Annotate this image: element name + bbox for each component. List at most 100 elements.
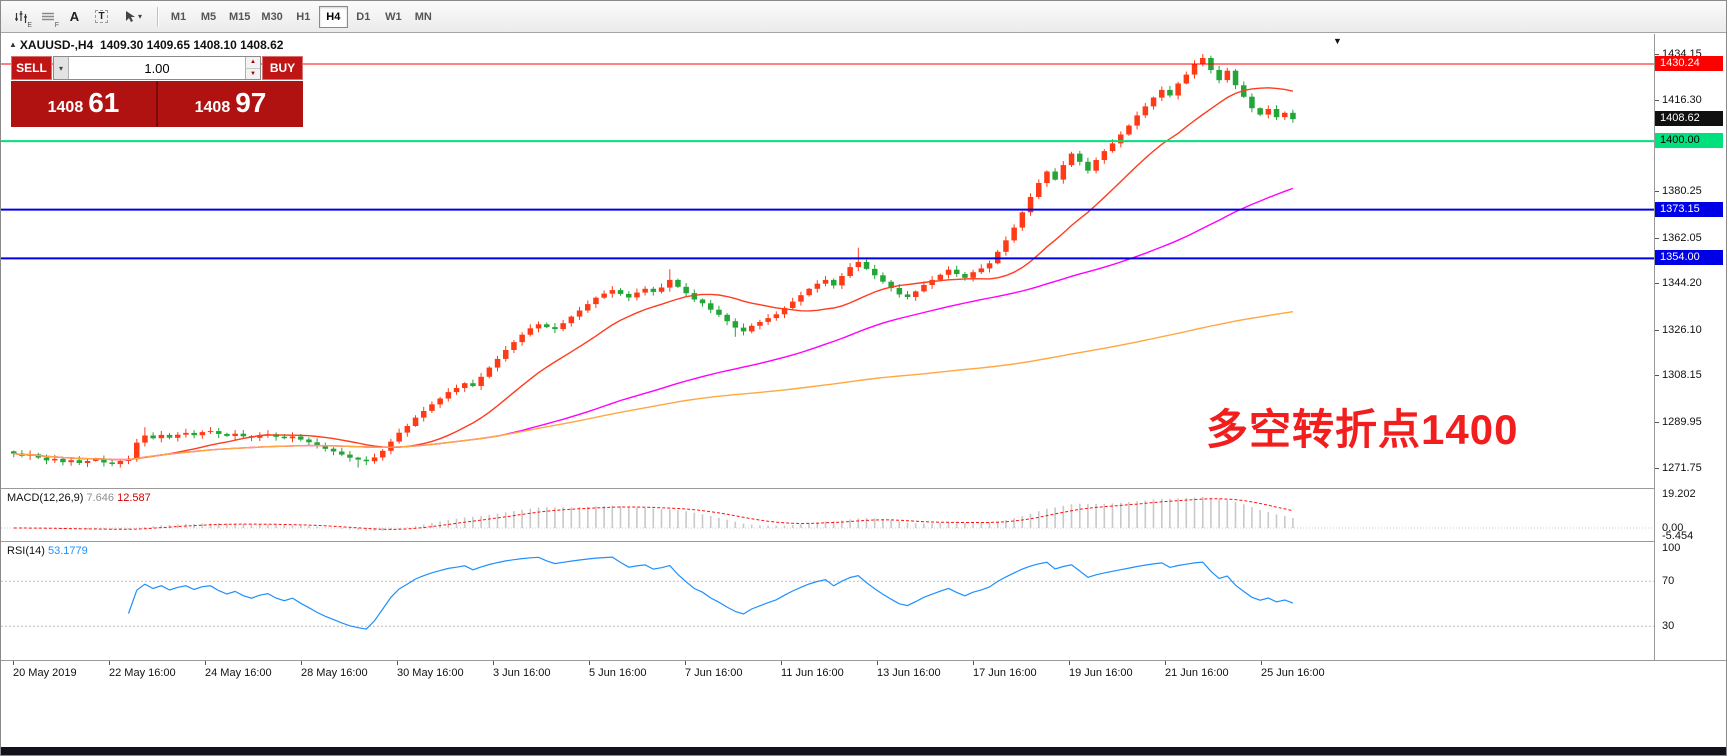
sell-button[interactable]: SELL [11, 56, 52, 80]
tick-mark [1655, 329, 1659, 331]
macd-scale-label: -5.454 [1662, 530, 1694, 542]
timeframe-button-H4[interactable]: H4 [318, 5, 348, 28]
price-scale[interactable]: 1434.15 1416.30 1380.25 1362.05 1344.20 1326.… [1654, 34, 1726, 660]
icon-subscript: E [27, 21, 32, 29]
macd-main-value: 7.646 [86, 492, 115, 504]
time-tick-mark [1069, 661, 1070, 665]
time-tick-mark [781, 661, 782, 665]
timeframe-button-M15[interactable]: M15 [229, 10, 251, 23]
tick-mark [1655, 468, 1659, 470]
chart-symbol-header: ▲ XAUUSD-,H4 1409.30 1409.65 1408.10 1408… [9, 38, 283, 52]
time-axis-label: 11 Jun 16:00 [781, 667, 844, 679]
ohlc-bars-icon [14, 10, 27, 23]
volume-up-icon[interactable]: ▲ [246, 57, 260, 68]
volume-down-icon[interactable]: ▼ [246, 67, 260, 79]
time-axis[interactable]: 20 May 2019 22 May 16:00 24 May 16:00 28 Ma… [1, 660, 1726, 685]
macd-label: MACD(12,26,9) 7.646 12.587 [7, 492, 151, 504]
timeframe-button-M30[interactable]: M30 [261, 10, 283, 23]
ohlc-bars-icon-button[interactable]: E [7, 5, 34, 29]
volume-control: ▾ ▲ ▼ [53, 56, 261, 80]
text-label-icon: A [69, 9, 80, 24]
time-axis-label: 25 Jun 16:00 [1261, 667, 1325, 679]
tick-mark [1655, 421, 1659, 423]
triangle-up-icon: ▲ [9, 40, 17, 49]
data-grid-icon [41, 12, 54, 20]
buy-price[interactable]: 1408 97 [156, 81, 303, 127]
rsi-canvas[interactable] [1, 542, 1656, 660]
price-tick-label: 1326.10 [1662, 323, 1702, 336]
timeframe-button-MN[interactable]: MN [414, 10, 432, 23]
data-grid-icon-button[interactable]: F [34, 5, 61, 29]
chart-text-annotation: 多空转折点1400 [1206, 406, 1519, 453]
timeframe-button-M5[interactable]: M5 [200, 10, 217, 23]
panel-splitter[interactable] [1, 541, 1726, 542]
timeframe-button-M1[interactable]: M1 [170, 10, 187, 23]
time-tick-mark [205, 661, 206, 665]
timeframe-button-H1[interactable]: H1 [296, 10, 311, 23]
volume-input[interactable] [69, 57, 245, 79]
buy-price-prefix: 1408 [194, 99, 231, 116]
price-tick-label: 1271.75 [1662, 462, 1702, 475]
price-tick-label: 1362.05 [1662, 231, 1702, 244]
toolbar: E F A T ▾ M1 M5 M15 M30 H1 H4 D1 W1 MN [1, 1, 1726, 33]
main-chart-panel: ▲ XAUUSD-,H4 1409.30 1409.65 1408.10 1408… [1, 34, 1656, 488]
timeframe-button-W1[interactable]: W1 [385, 10, 402, 23]
time-tick-mark [109, 661, 110, 665]
rsi-scale-label: 30 [1662, 620, 1675, 633]
time-tick-mark [397, 661, 398, 665]
timeframe-button-D1[interactable]: D1 [356, 10, 371, 23]
price-tag: 1373.15 [1655, 201, 1723, 217]
time-axis-label: 20 May 2019 [13, 667, 77, 679]
price-tick-label: 1289.95 [1662, 415, 1702, 428]
chevron-down-icon: ▾ [137, 12, 142, 21]
volume-stepper: ▲ ▼ [245, 57, 260, 79]
time-tick-mark [1165, 661, 1166, 665]
buy-button[interactable]: BUY [262, 56, 303, 80]
price-tag: 1408.62 [1655, 111, 1723, 127]
rsi-value: 53.1779 [47, 545, 88, 557]
chart-shift-marker-icon[interactable]: ▼ [1333, 36, 1342, 46]
text-label-tool-button[interactable]: A [61, 5, 88, 29]
ohlc-values: 1409.30 1409.65 1408.10 1408.62 [99, 38, 284, 52]
time-tick-mark [973, 661, 974, 665]
toolbar-separator [157, 6, 158, 27]
one-click-trading-panel: SELL ▾ ▲ ▼ BUY 1408 61 1408 [11, 56, 303, 127]
price-tick-label: 1308.15 [1662, 369, 1702, 382]
trade-panel-prices: 1408 61 1408 97 [11, 81, 303, 127]
panel-splitter[interactable] [1, 488, 1726, 489]
macd-canvas[interactable] [1, 489, 1656, 541]
main-chart-canvas[interactable] [1, 34, 1656, 488]
macd-scale-label: 0.00 [1662, 522, 1684, 534]
time-axis-label: 21 Jun 16:00 [1165, 667, 1229, 679]
rsi-label: RSI(14) 53.1779 [7, 545, 88, 557]
price-tag: 1430.24 [1655, 55, 1723, 71]
volume-dropdown-icon[interactable]: ▾ [54, 57, 69, 79]
macd-name: MACD(12,26,9) [7, 492, 84, 504]
timeframe-toolbar: M1 M5 M15 M30 H1 H4 D1 W1 MN [164, 5, 438, 28]
time-axis-label: 17 Jun 16:00 [973, 667, 1037, 679]
tick-mark [1655, 237, 1659, 239]
time-axis-label: 24 May 16:00 [205, 667, 272, 679]
time-tick-mark [877, 661, 878, 665]
taskbar-strip [1, 747, 1726, 755]
price-tag: 1400.00 [1655, 133, 1723, 149]
cursor-tool-button[interactable]: ▾ [115, 5, 151, 29]
cursor-tool-icon [125, 11, 135, 22]
text-box-icon: T [95, 10, 108, 23]
time-axis-label: 22 May 16:00 [109, 667, 176, 679]
buy-price-pips: 97 [235, 87, 267, 118]
time-tick-mark [685, 661, 686, 665]
rsi-scale-label: 70 [1662, 575, 1675, 588]
time-axis-label: 30 May 16:00 [397, 667, 464, 679]
sell-price[interactable]: 1408 61 [11, 81, 156, 127]
time-tick-mark [1261, 661, 1262, 665]
tick-mark [1655, 54, 1659, 56]
time-tick-mark [301, 661, 302, 665]
symbol-period-label: XAUUSD-,H4 [19, 38, 94, 52]
time-axis-label: 3 Jun 16:00 [493, 667, 551, 679]
text-box-tool-button[interactable]: T [88, 5, 115, 29]
time-tick-mark [13, 661, 14, 665]
time-axis-label: 5 Jun 16:00 [589, 667, 647, 679]
time-axis-label: 7 Jun 16:00 [685, 667, 743, 679]
